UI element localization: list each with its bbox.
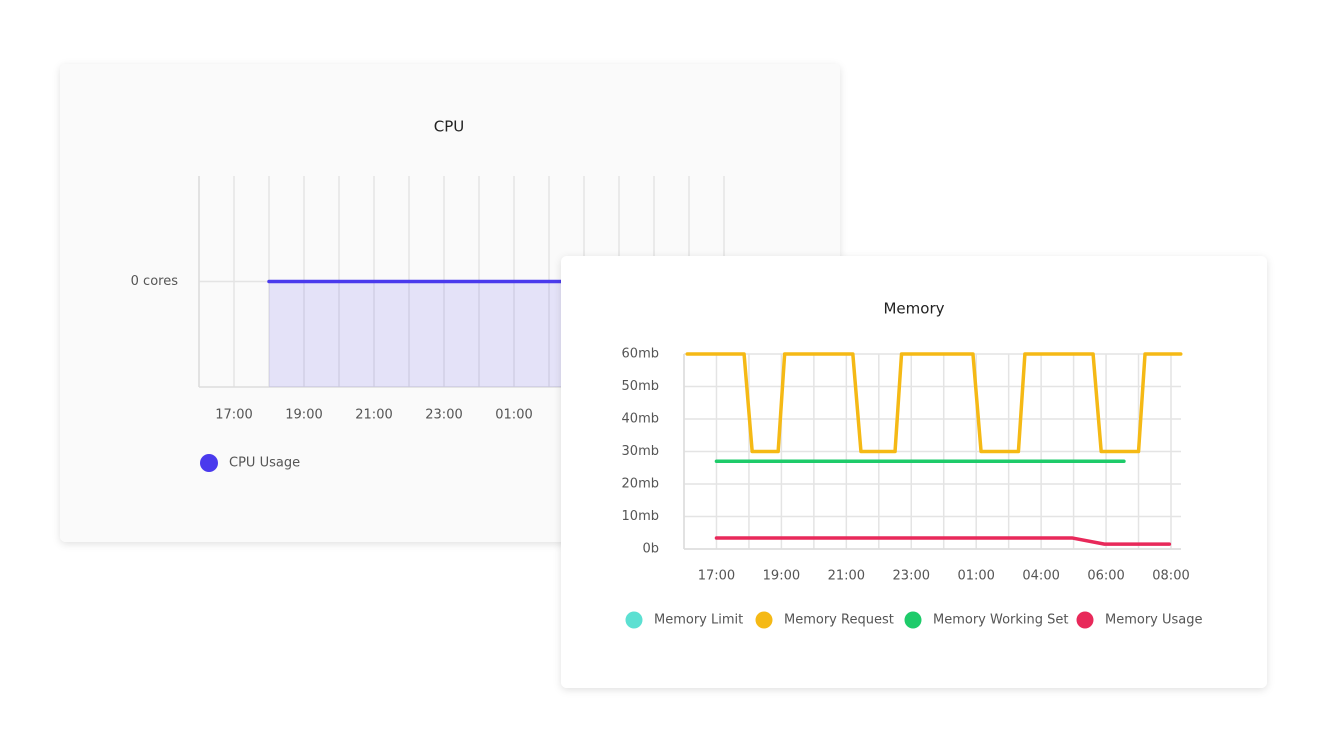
legend-label: CPU Usage — [229, 456, 300, 471]
legend-label: Memory Request — [784, 613, 894, 628]
y-tick-label: 60mb — [622, 347, 659, 362]
x-tick-label: 01:00 — [495, 408, 532, 423]
x-tick-label: 06:00 — [1087, 569, 1124, 584]
x-tick-label: 21:00 — [828, 569, 865, 584]
x-tick-label: 17:00 — [215, 408, 252, 423]
legend-marker — [200, 454, 218, 472]
y-tick-label: 0b — [642, 542, 659, 557]
x-tick-label: 19:00 — [763, 569, 800, 584]
y-tick-label: 10mb — [622, 509, 659, 524]
x-tick-label: 21:00 — [355, 408, 392, 423]
y-tick-label: 40mb — [622, 412, 659, 427]
x-tick-label: 17:00 — [698, 569, 735, 584]
line — [714, 536, 1172, 546]
x-tick-label: 04:00 — [1022, 569, 1059, 584]
y-tick-label: 50mb — [622, 379, 659, 394]
x-tick-label: 08:00 — [1152, 569, 1189, 584]
legend-marker — [755, 611, 773, 629]
x-tick-label: 19:00 — [285, 408, 322, 423]
line — [685, 352, 1183, 454]
y-tick-label: 20mb — [622, 477, 659, 492]
x-tick-label: 23:00 — [425, 408, 462, 423]
chart-title: Memory — [883, 300, 944, 318]
x-tick-label: 23:00 — [893, 569, 930, 584]
legend-label: Memory Usage — [1105, 613, 1203, 628]
x-tick-label: 01:00 — [957, 569, 994, 584]
memory-card: Memory 17:00 19:00 21:00 23:00 01:00 04:00 06:… — [561, 256, 1267, 688]
card — [561, 256, 1267, 688]
y-tick-label: 0 cores — [131, 274, 179, 289]
legend-marker — [904, 611, 922, 629]
chart-title: CPU — [434, 118, 465, 136]
legend-marker — [625, 611, 643, 629]
legend-label: Memory Working Set — [933, 613, 1069, 628]
legend-label: Memory Limit — [654, 613, 743, 628]
legend-marker — [1076, 611, 1094, 629]
y-tick-label: 30mb — [622, 444, 659, 459]
